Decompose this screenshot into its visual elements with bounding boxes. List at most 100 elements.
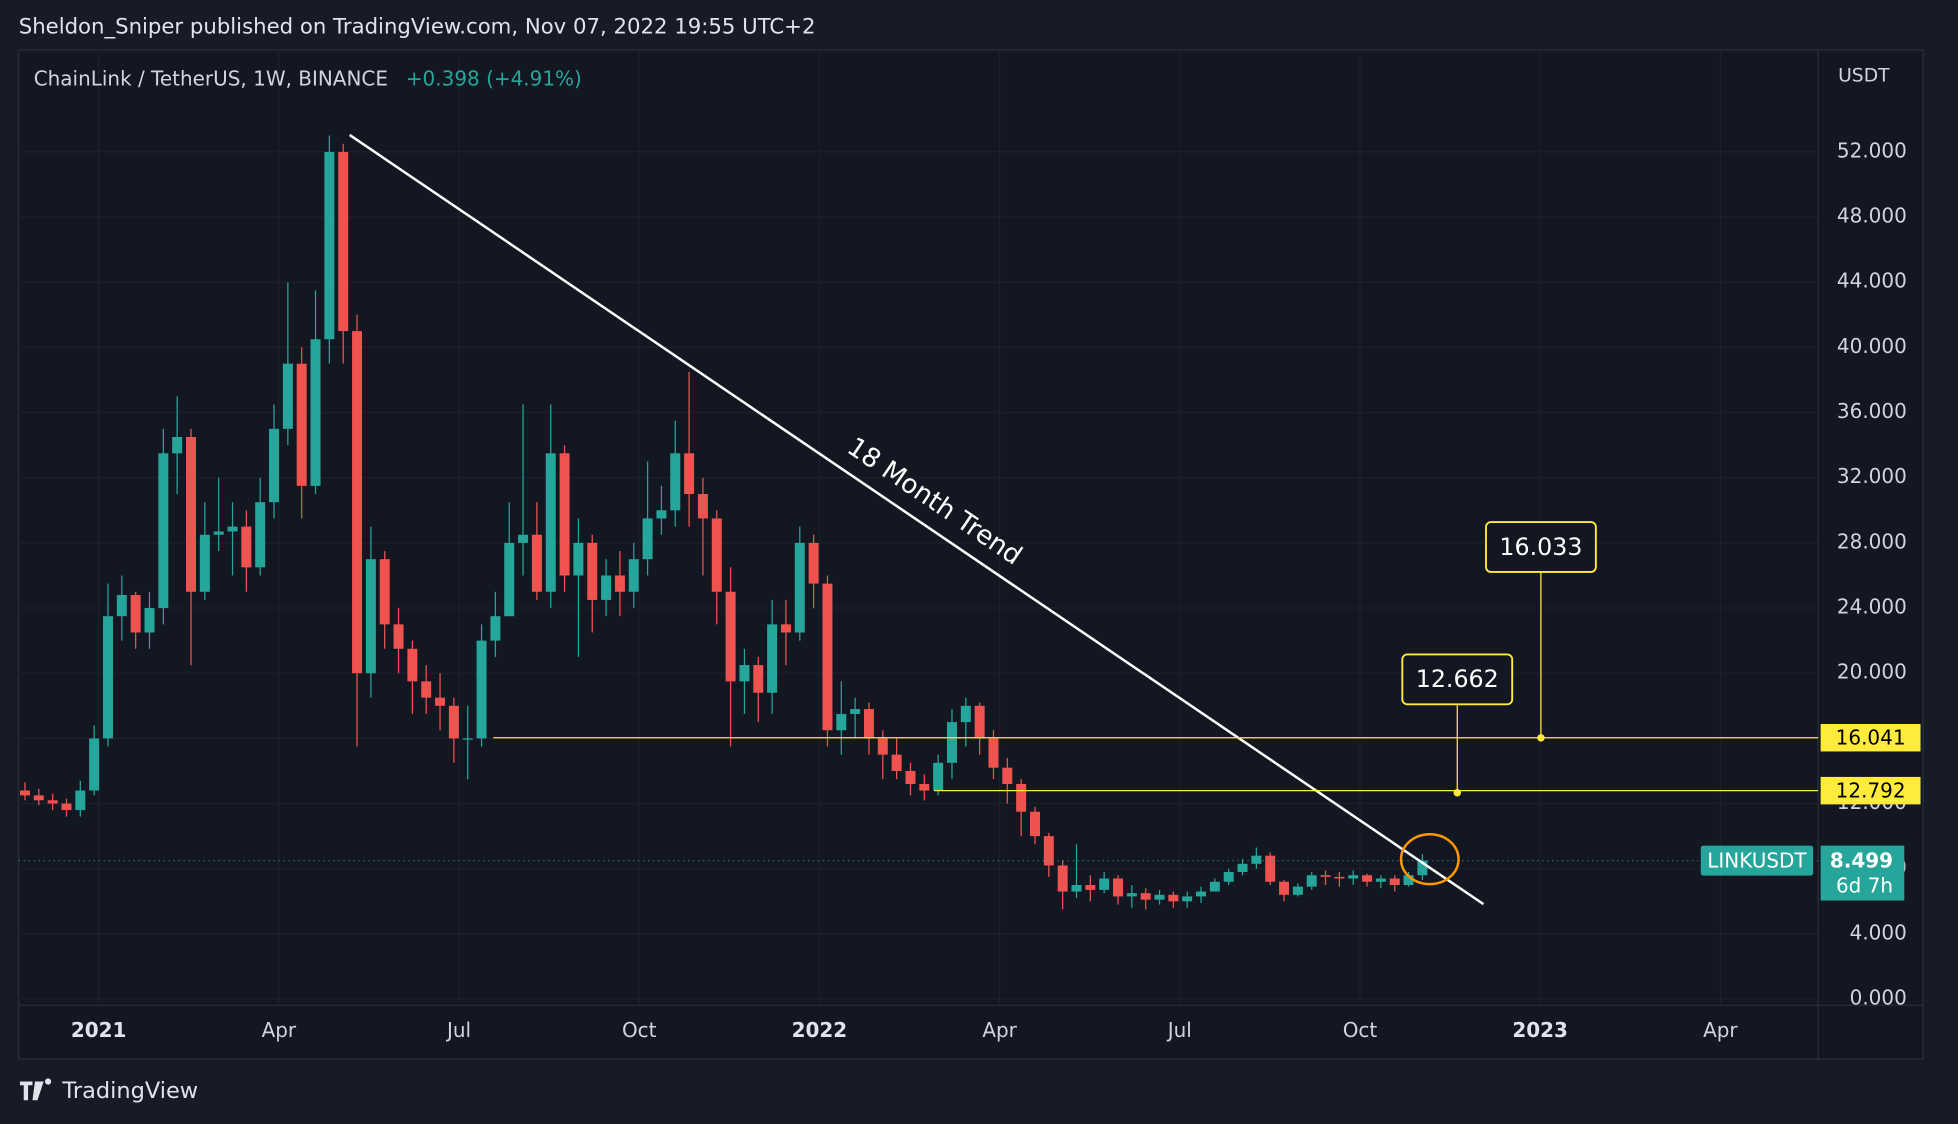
- brand-logo: [19, 1078, 52, 1101]
- x-tick-label: 2023: [1512, 1018, 1568, 1042]
- countdown-label: 6d 7h: [1836, 873, 1893, 897]
- trend-line: [348, 133, 1485, 906]
- candle-body: [365, 559, 376, 674]
- candle-body: [1348, 875, 1359, 879]
- candle-body: [739, 665, 750, 682]
- candle-body: [1375, 878, 1386, 882]
- candle-body: [490, 616, 501, 641]
- price-tag: [1820, 845, 1905, 901]
- candle-body: [393, 624, 404, 649]
- x-tick-label: Apr: [262, 1018, 297, 1042]
- y-tick-label: 48.000: [1837, 204, 1907, 228]
- candle-body: [379, 559, 390, 625]
- level-tag-label: 16.041: [1836, 725, 1906, 749]
- candle-body: [974, 705, 985, 739]
- candle-body: [1196, 891, 1207, 897]
- candle-body: [75, 790, 86, 811]
- x-tick-label: Jul: [445, 1018, 471, 1042]
- x-tick-label: Oct: [622, 1018, 657, 1042]
- candle-body: [1168, 894, 1179, 902]
- y-tick-label: 24.000: [1837, 595, 1907, 619]
- brand: TradingView: [61, 1078, 198, 1104]
- candle-body: [1182, 896, 1193, 902]
- candle-body: [448, 705, 459, 739]
- candle-body: [1016, 784, 1027, 812]
- candle-body: [1292, 886, 1303, 895]
- callout-box: [1401, 653, 1514, 706]
- y-tick-label: 32.000: [1837, 464, 1907, 488]
- candle-body: [628, 559, 639, 592]
- level-tag-label: 12.792: [1836, 778, 1906, 802]
- x-tick-label: Apr: [982, 1018, 1017, 1042]
- candle-body: [282, 363, 293, 429]
- candle-body: [421, 681, 432, 698]
- candle-body: [352, 331, 363, 674]
- candle-body: [186, 436, 196, 592]
- candle-body: [614, 575, 625, 592]
- candle-body: [1223, 871, 1234, 882]
- callout-box: [1485, 521, 1597, 573]
- candle-body: [725, 591, 736, 682]
- change-label: +0.398 (+4.91%): [406, 66, 582, 90]
- candle-body: [213, 531, 224, 535]
- candle-body: [1417, 860, 1428, 876]
- x-tick-label: 2022: [792, 1018, 848, 1042]
- candle-body: [130, 595, 141, 633]
- candle-body: [587, 542, 598, 600]
- candle-body: [1140, 893, 1151, 900]
- candle-body: [545, 453, 556, 592]
- candle-body: [850, 709, 861, 714]
- highlight-circle: [1399, 832, 1460, 886]
- candle-body: [19, 790, 30, 796]
- candle-body: [573, 542, 584, 576]
- candle-body: [1306, 875, 1317, 887]
- candle-body: [960, 705, 971, 723]
- y-tick-label: 0.000: [1850, 986, 1907, 1010]
- candle-body: [559, 453, 570, 576]
- candle-body: [255, 502, 266, 568]
- symbol-tag: [1700, 845, 1814, 876]
- candle-body: [1071, 885, 1082, 892]
- level-tag: [1820, 776, 1921, 805]
- candle-body: [1389, 878, 1400, 886]
- candle-body: [310, 339, 321, 486]
- candle-body: [269, 428, 280, 503]
- candle-body: [1209, 881, 1220, 892]
- candle-body: [933, 762, 944, 791]
- y-tick-label: 44.000: [1837, 269, 1907, 293]
- candle-body: [1126, 893, 1137, 897]
- chart-pane: [18, 49, 1924, 1060]
- candle-body: [684, 453, 695, 495]
- candle-body: [296, 363, 307, 486]
- candles: [19, 135, 1428, 910]
- candle-body: [822, 583, 833, 731]
- candle-body: [172, 436, 183, 454]
- candle-body: [102, 616, 113, 739]
- candle-body: [767, 624, 778, 693]
- candle-body: [531, 534, 542, 592]
- candle-body: [753, 665, 764, 693]
- candle-body: [946, 722, 957, 763]
- candle-body: [1002, 767, 1013, 785]
- candle-body: [863, 709, 874, 739]
- candle-body: [808, 542, 819, 584]
- candle-body: [1099, 878, 1110, 890]
- candle-body: [1154, 894, 1165, 900]
- y-tick-label: 4.000: [1850, 920, 1907, 944]
- candle-body: [504, 542, 515, 617]
- price-tag-label: 8.499: [1830, 848, 1893, 872]
- candle-body: [891, 754, 902, 771]
- candle-body: [1334, 876, 1345, 879]
- candle-body: [338, 151, 349, 332]
- x-tick-label: Apr: [1703, 1018, 1738, 1042]
- callout-label: 12.662: [1416, 665, 1499, 693]
- y-tick-label: 28.000: [1837, 529, 1907, 553]
- candle-body: [905, 770, 916, 785]
- callout-dot: [1537, 734, 1545, 742]
- callout-label: 16.033: [1499, 533, 1582, 561]
- candle-body: [877, 738, 888, 755]
- candle-body: [919, 784, 930, 791]
- candle-body: [47, 800, 58, 804]
- candle-body: [601, 575, 612, 600]
- candle-body: [462, 738, 473, 740]
